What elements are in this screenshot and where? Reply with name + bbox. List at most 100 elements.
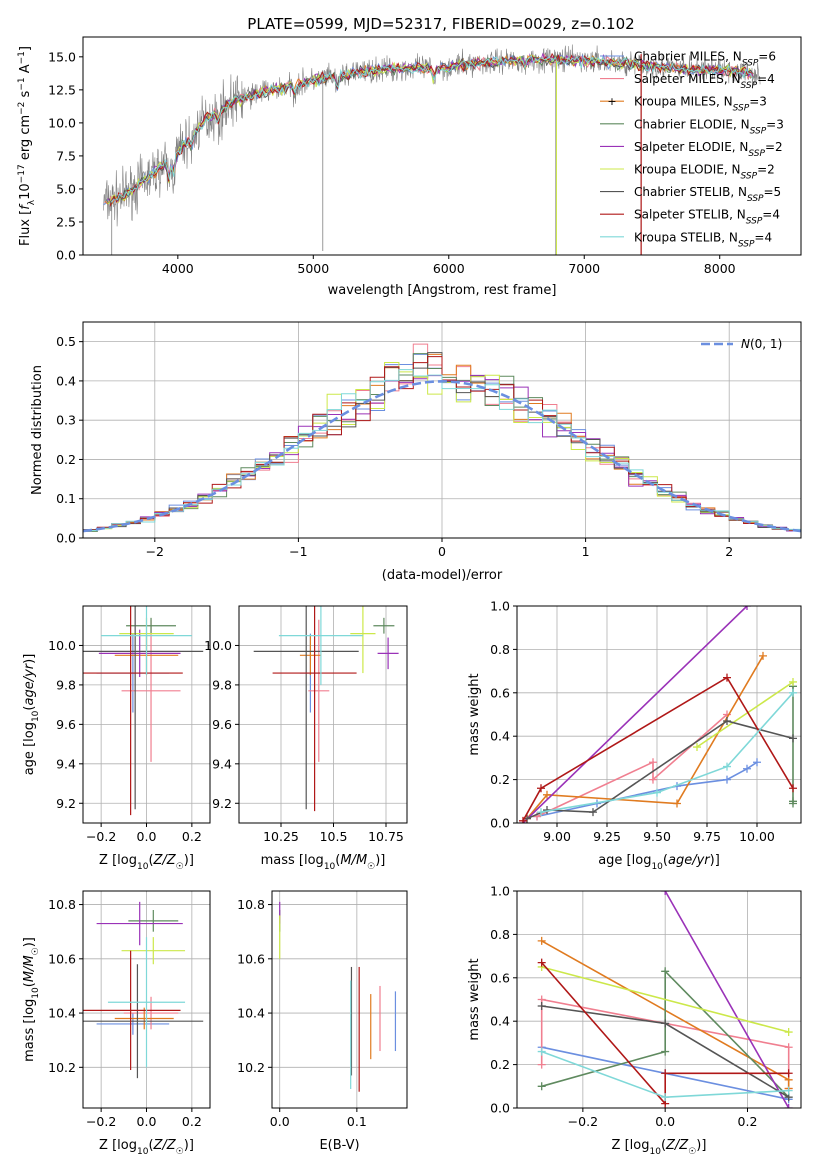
x-tick-label: 8000 bbox=[704, 261, 736, 276]
marker-salpeter-stelib bbox=[661, 1069, 670, 1078]
y-tick-label: 0.0 bbox=[56, 531, 76, 546]
normal-curve bbox=[83, 379, 801, 533]
line-chabrier-elodie bbox=[541, 969, 790, 1098]
marker-chabrier-elodie bbox=[661, 967, 670, 976]
marker-chabrier-miles bbox=[723, 775, 731, 784]
line-salpeter-stelib bbox=[522, 676, 794, 822]
y-tick-label: 9.8 bbox=[56, 677, 76, 692]
marker-chabrier-elodie bbox=[537, 1082, 546, 1091]
axes-frame bbox=[82, 890, 211, 1109]
marker-kroupa-miles bbox=[673, 799, 681, 808]
y-tick-label: 10.6 bbox=[48, 951, 76, 966]
x-tick-label: 1 bbox=[582, 544, 590, 559]
y-tick-label: 10.2 bbox=[237, 1060, 265, 1075]
y-tick-label: 10.4 bbox=[237, 1006, 265, 1021]
y-tick-label: 15.0 bbox=[48, 49, 76, 64]
line-salpeter-stelib bbox=[541, 962, 789, 1106]
legend-label-kroupa-miles: Kroupa MILES, NSSP=3 bbox=[634, 95, 767, 114]
errorbars bbox=[83, 901, 204, 1079]
x-tick-label: 9.25 bbox=[593, 829, 621, 844]
axes-frame bbox=[238, 605, 408, 824]
y-tick-label: 9.4 bbox=[56, 756, 76, 771]
y-tick-label: 0.6 bbox=[490, 685, 510, 700]
y-tick-label: 0.1 bbox=[56, 491, 76, 506]
marker-salpeter-miles bbox=[784, 1043, 793, 1052]
y-axis-label: mass weight bbox=[467, 958, 482, 1040]
x-tick-label: 0.0 bbox=[270, 1114, 290, 1129]
marker-salpeter-elodie bbox=[784, 1104, 793, 1108]
y-tick-label: 9.8 bbox=[212, 677, 232, 692]
x-tick-label: 2 bbox=[725, 544, 733, 559]
x-axis-label: Z [log10(Z/Z☉)] bbox=[612, 1138, 707, 1157]
y-tick-label: 7.5 bbox=[56, 148, 76, 163]
panel-7: −0.2 0.0 0.2 0.0 0.2 0.4 0.6 0.8 1.0 mass weight Z… bbox=[467, 884, 802, 1157]
marker-kroupa-stelib bbox=[661, 1093, 670, 1102]
y-tick-label: 12.5 bbox=[48, 82, 76, 97]
legend-label-chabrier-elodie: Chabrier ELODIE, NSSP=3 bbox=[634, 117, 784, 136]
x-tick-label: 0.2 bbox=[182, 1114, 202, 1129]
marker-kroupa-stelib bbox=[789, 688, 797, 697]
y-tick-label: 9.6 bbox=[56, 717, 76, 732]
line-salpeter-elodie bbox=[664, 891, 790, 1108]
marker-chabrier-stelib bbox=[537, 1002, 546, 1011]
x-tick-label: 0.0 bbox=[655, 1114, 675, 1129]
marker-kroupa-stelib bbox=[537, 1047, 546, 1056]
marker-salpeter-miles bbox=[649, 775, 657, 784]
x-tick-label: 9.50 bbox=[643, 829, 671, 844]
errorbars bbox=[253, 606, 399, 812]
x-axis-label: wavelength [Angstrom, rest frame] bbox=[328, 283, 557, 298]
y-axis-label: Normed distribution bbox=[30, 365, 45, 495]
model-kroupa-stelib-curve bbox=[110, 54, 753, 203]
x-tick-label: 5000 bbox=[297, 261, 329, 276]
y-tick-label: 1.0 bbox=[490, 884, 510, 899]
marker-kroupa-stelib bbox=[723, 762, 731, 771]
panel-6: 0.0 0.1 10.2 10.4 10.6 10.8 E(B-V) bbox=[237, 890, 408, 1153]
y-tick-label: 0.0 bbox=[490, 1101, 510, 1116]
legend-label-chabrier-stelib: Chabrier STELIB, NSSP=5 bbox=[634, 185, 781, 204]
line-kroupa-elodie bbox=[541, 966, 789, 1033]
y-axis-label: age [log10(age/yr)] bbox=[22, 654, 41, 776]
legend-marker: + bbox=[607, 95, 616, 108]
x-tick-label: −0.2 bbox=[568, 1114, 598, 1129]
x-axis-label: age [log10(age/yr)] bbox=[598, 853, 720, 872]
y-tick-label: 10.8 bbox=[48, 897, 76, 912]
marker-chabrier-stelib bbox=[723, 717, 731, 726]
y-axis-label: Flux [fλ10−17 erg cm−2 s−1 A−1] bbox=[17, 46, 37, 246]
marker-chabrier-miles bbox=[753, 758, 761, 767]
marker-chabrier-elodie bbox=[661, 1047, 670, 1056]
y-tick-label: 0.5 bbox=[56, 334, 76, 349]
marker-kroupa-miles bbox=[759, 651, 767, 660]
legend: Chabrier MILES, NSSP=6 Salpeter MILES, NS… bbox=[600, 50, 784, 249]
x-tick-label: 10.00 bbox=[739, 829, 775, 844]
marker-salpeter-stelib bbox=[784, 1069, 793, 1078]
x-tick-label: 0.0 bbox=[137, 1114, 157, 1129]
y-tick-label: 10.6 bbox=[237, 951, 265, 966]
marker-kroupa-elodie bbox=[789, 677, 797, 686]
x-tick-label: 9.75 bbox=[693, 829, 721, 844]
panel-2: −0.2 0.0 0.2 9.2 9.4 9.6 9.8 10.0 age [log10(age… bbox=[22, 605, 211, 872]
x-tick-label: 7000 bbox=[568, 261, 600, 276]
marker-chabrier-stelib bbox=[789, 734, 797, 743]
y-tick-label: 0.4 bbox=[56, 373, 76, 388]
x-axis-label: E(B-V) bbox=[319, 1138, 359, 1153]
marker-salpeter-stelib bbox=[537, 784, 545, 793]
line-kroupa-elodie bbox=[696, 681, 794, 748]
y-tick-label: 0.3 bbox=[56, 413, 76, 428]
y-tick-label: 10.2 bbox=[48, 1060, 76, 1075]
marker-chabrier-stelib bbox=[589, 808, 597, 817]
axes-frame bbox=[82, 321, 802, 539]
y-tick-label: 9.2 bbox=[56, 796, 76, 811]
y-tick-label: 0.0 bbox=[490, 816, 510, 831]
y-tick-label: 10.0 bbox=[48, 115, 76, 130]
y-tick-label: 9.2 bbox=[212, 796, 232, 811]
marker-kroupa-elodie bbox=[693, 743, 701, 752]
x-tick-label: 0.2 bbox=[182, 829, 202, 844]
y-tick-label: 0.4 bbox=[490, 1014, 510, 1029]
model-salpeter-stelib-curve bbox=[109, 52, 752, 207]
x-tick-label: 6000 bbox=[433, 261, 465, 276]
line-salpeter-elodie bbox=[522, 606, 748, 823]
marker-salpeter-stelib bbox=[537, 958, 546, 967]
x-tick-label: −0.2 bbox=[86, 829, 116, 844]
y-tick-label: 5.0 bbox=[56, 181, 76, 196]
x-tick-label: −2 bbox=[146, 544, 164, 559]
